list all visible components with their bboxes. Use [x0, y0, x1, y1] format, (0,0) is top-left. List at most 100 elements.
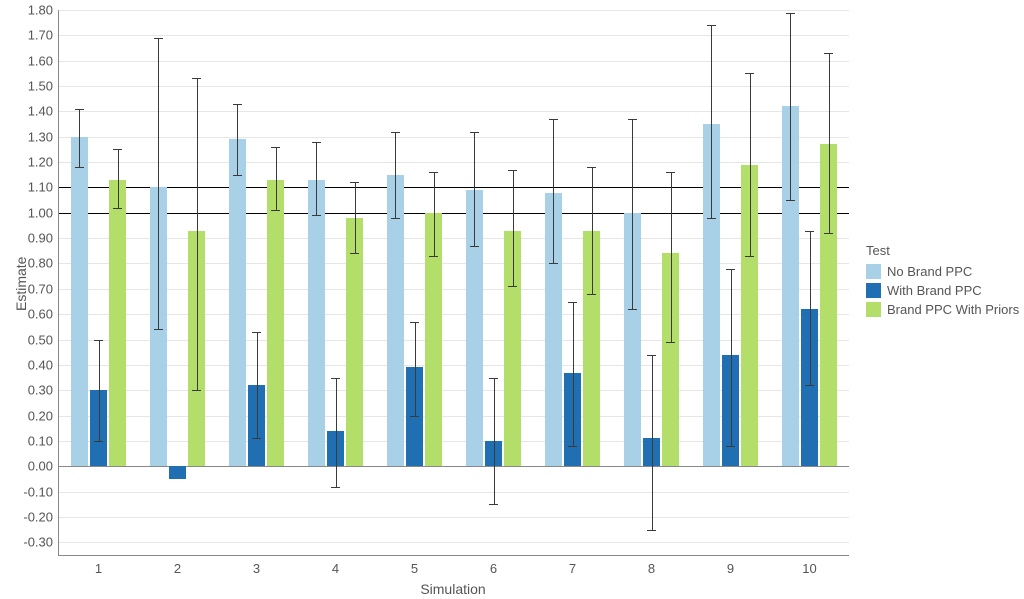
error-bar-cap — [312, 215, 321, 216]
error-bar-cap — [587, 294, 596, 295]
bar — [109, 180, 126, 466]
error-bar-cap — [470, 246, 479, 247]
y-tick-label: 0.60 — [28, 307, 53, 322]
error-bar-cap — [350, 253, 359, 254]
error-bar — [434, 172, 435, 256]
error-bar — [79, 109, 80, 167]
error-bar — [652, 355, 653, 530]
error-bar-cap — [252, 332, 261, 333]
error-bar-cap — [805, 385, 814, 386]
error-bar-cap — [707, 25, 716, 26]
error-bar-cap — [113, 208, 122, 209]
y-grid-line — [59, 86, 849, 87]
error-bar — [237, 104, 238, 175]
x-axis-title: Simulation — [420, 581, 485, 597]
plot-area: -0.30-0.20-0.100.000.100.200.300.400.500… — [58, 10, 849, 556]
error-bar — [474, 132, 475, 246]
error-bar — [671, 172, 672, 342]
error-bar — [632, 119, 633, 309]
y-grid-line — [59, 61, 849, 62]
error-bar-cap — [508, 286, 517, 287]
error-bar-cap — [786, 13, 795, 14]
error-bar-cap — [391, 218, 400, 219]
error-bar-cap — [666, 172, 675, 173]
x-tick-label: 8 — [648, 561, 655, 576]
y-tick-label: -0.30 — [23, 535, 53, 550]
error-bar-cap — [192, 78, 201, 79]
y-tick-label: 0.50 — [28, 332, 53, 347]
error-bar-cap — [549, 263, 558, 264]
error-bar-cap — [233, 175, 242, 176]
error-bar-cap — [410, 416, 419, 417]
x-tick-label: 3 — [253, 561, 260, 576]
x-tick-label: 5 — [411, 561, 418, 576]
error-bar-cap — [271, 210, 280, 211]
error-bar-cap — [429, 172, 438, 173]
x-tick-label: 7 — [569, 561, 576, 576]
y-tick-label: 0.30 — [28, 383, 53, 398]
reference-line — [59, 187, 849, 188]
error-bar-cap — [786, 200, 795, 201]
error-bar-cap — [113, 149, 122, 150]
legend-label: No Brand PPC — [887, 264, 972, 279]
error-bar-cap — [549, 119, 558, 120]
error-bar — [395, 132, 396, 218]
y-tick-label: -0.20 — [23, 509, 53, 524]
error-bar — [415, 322, 416, 416]
error-bar-cap — [233, 104, 242, 105]
legend-item: With Brand PPC — [866, 283, 1019, 298]
y-grid-line — [59, 35, 849, 36]
y-grid-line — [59, 492, 849, 493]
y-grid-line — [59, 10, 849, 11]
y-grid-line — [59, 542, 849, 543]
y-tick-label: 0.40 — [28, 357, 53, 372]
legend-title: Test — [866, 243, 1019, 258]
error-bar-cap — [75, 109, 84, 110]
error-bar-cap — [154, 329, 163, 330]
y-tick-label: 1.80 — [28, 3, 53, 18]
error-bar-cap — [489, 504, 498, 505]
x-tick-label: 6 — [490, 561, 497, 576]
error-bar — [197, 78, 198, 390]
y-tick-label: 1.20 — [28, 155, 53, 170]
bar — [71, 137, 88, 467]
y-tick-label: 0.90 — [28, 231, 53, 246]
error-bar-cap — [587, 167, 596, 168]
error-bar — [336, 378, 337, 487]
error-bar — [513, 170, 514, 287]
legend-swatch — [866, 283, 881, 298]
x-tick-label: 2 — [174, 561, 181, 576]
error-bar — [99, 340, 100, 441]
error-bar-cap — [470, 132, 479, 133]
error-bar-cap — [94, 441, 103, 442]
x-tick-label: 4 — [332, 561, 339, 576]
y-tick-label: 1.30 — [28, 129, 53, 144]
error-bar — [316, 142, 317, 216]
error-bar — [276, 147, 277, 210]
error-bar-cap — [726, 269, 735, 270]
error-bar — [731, 269, 732, 446]
y-tick-label: 0.10 — [28, 433, 53, 448]
y-grid-line — [59, 238, 849, 239]
error-bar-cap — [647, 355, 656, 356]
error-bar — [257, 332, 258, 438]
error-bar-cap — [805, 231, 814, 232]
error-bar-cap — [745, 73, 754, 74]
y-tick-label: 0.80 — [28, 256, 53, 271]
error-bar-cap — [489, 378, 498, 379]
y-tick-label: 1.00 — [28, 205, 53, 220]
error-bar-cap — [568, 446, 577, 447]
legend-label: Brand PPC With Priors — [887, 302, 1019, 317]
error-bar — [158, 38, 159, 330]
y-tick-label: 1.40 — [28, 104, 53, 119]
error-bar-cap — [745, 256, 754, 257]
error-bar-cap — [350, 182, 359, 183]
error-bar — [118, 149, 119, 207]
error-bar — [573, 302, 574, 446]
error-bar-cap — [429, 256, 438, 257]
error-bar-cap — [331, 378, 340, 379]
error-bar — [592, 167, 593, 294]
y-tick-label: 0.20 — [28, 408, 53, 423]
error-bar-cap — [312, 142, 321, 143]
bar — [267, 180, 284, 466]
